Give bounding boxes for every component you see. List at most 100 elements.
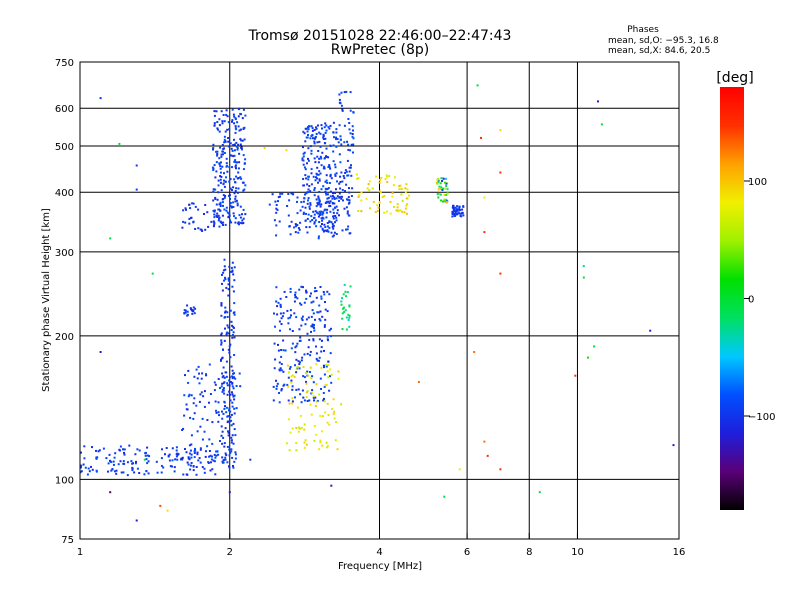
echo-point (279, 312, 282, 315)
echo-point (305, 396, 308, 399)
echo-point (348, 191, 351, 194)
echo-point (322, 212, 325, 215)
echo-point (331, 223, 334, 225)
echo-point (223, 138, 226, 141)
echo-point (341, 109, 344, 112)
echo-point (499, 272, 502, 275)
echo-point (197, 365, 200, 368)
echo-point (400, 188, 403, 191)
echo-point (320, 366, 323, 369)
echo-point (222, 389, 225, 392)
echo-point (309, 366, 312, 369)
echo-point (231, 401, 234, 404)
echo-point (220, 222, 223, 225)
echo-point (216, 127, 219, 130)
echo-point (98, 449, 101, 452)
echo-point (318, 199, 321, 202)
echo-point (303, 423, 306, 426)
echo-point (315, 400, 318, 403)
echo-point (233, 115, 236, 118)
echo-point (299, 361, 301, 364)
echo-point (221, 122, 224, 125)
echo-point (285, 442, 288, 445)
echo-point (236, 148, 239, 151)
echo-point (234, 200, 237, 203)
echo-point (227, 283, 230, 286)
echo-point (275, 379, 277, 382)
echo-point (291, 402, 294, 405)
echo-point (217, 453, 220, 456)
echo-point (219, 146, 222, 149)
echo-point (213, 122, 216, 125)
echo-point (238, 161, 241, 164)
echo-point (279, 329, 281, 332)
echo-point (233, 122, 236, 125)
echo-point (317, 173, 320, 176)
echo-point (301, 356, 304, 359)
echo-point (317, 181, 319, 184)
echo-point (324, 308, 327, 311)
echo-point (323, 397, 325, 400)
echo-point (220, 314, 223, 317)
echo-point (225, 375, 228, 378)
echo-point (299, 414, 302, 417)
echo-point (300, 317, 303, 320)
echo-point (213, 453, 216, 456)
echo-point (182, 220, 185, 223)
echo-point (333, 231, 336, 234)
echo-point (297, 430, 300, 433)
echo-point (184, 374, 186, 377)
echo-point (212, 169, 215, 171)
echo-point (323, 400, 326, 403)
echo-point (328, 202, 331, 205)
echo-point (320, 388, 322, 390)
echo-point (189, 468, 192, 471)
echo-point (226, 421, 229, 424)
echo-point (305, 297, 308, 300)
echo-point (126, 474, 129, 477)
echo-point (219, 221, 222, 224)
echo-point (223, 265, 226, 268)
echo-point (404, 187, 407, 190)
echo-point (319, 225, 322, 228)
echo-point (272, 385, 275, 388)
echo-point (405, 212, 408, 215)
echo-point (198, 400, 201, 403)
echo-point (302, 213, 305, 215)
echo-point (199, 425, 202, 428)
echo-point (348, 305, 351, 308)
echo-point (313, 194, 316, 197)
echo-point (328, 293, 331, 296)
echo-point (327, 414, 330, 416)
echo-point (351, 135, 354, 138)
echo-point (317, 237, 320, 240)
echo-point (216, 154, 219, 157)
echo-point (296, 365, 299, 368)
echo-point (326, 402, 329, 405)
echo-point (222, 412, 225, 415)
echo-point (226, 211, 229, 214)
echo-point (236, 202, 239, 205)
echo-point (335, 138, 338, 141)
echo-point (289, 309, 292, 312)
echo-point (201, 466, 204, 469)
echo-point (574, 374, 577, 377)
echo-point (350, 195, 353, 197)
echo-point (220, 155, 223, 158)
echo-point (334, 173, 337, 176)
echo-point (165, 447, 168, 449)
echo-point (223, 316, 226, 319)
echo-point (205, 374, 208, 377)
echo-point (206, 211, 209, 214)
echo-point (107, 470, 109, 473)
echo-point (296, 196, 299, 199)
echo-point (242, 154, 245, 157)
echo-point (343, 91, 346, 94)
echo-point (159, 504, 162, 507)
echo-point (242, 217, 245, 220)
echo-point (383, 211, 386, 214)
echo-point (389, 212, 392, 215)
echo-point (499, 171, 502, 174)
echo-point (156, 471, 159, 474)
echo-point (197, 459, 200, 462)
